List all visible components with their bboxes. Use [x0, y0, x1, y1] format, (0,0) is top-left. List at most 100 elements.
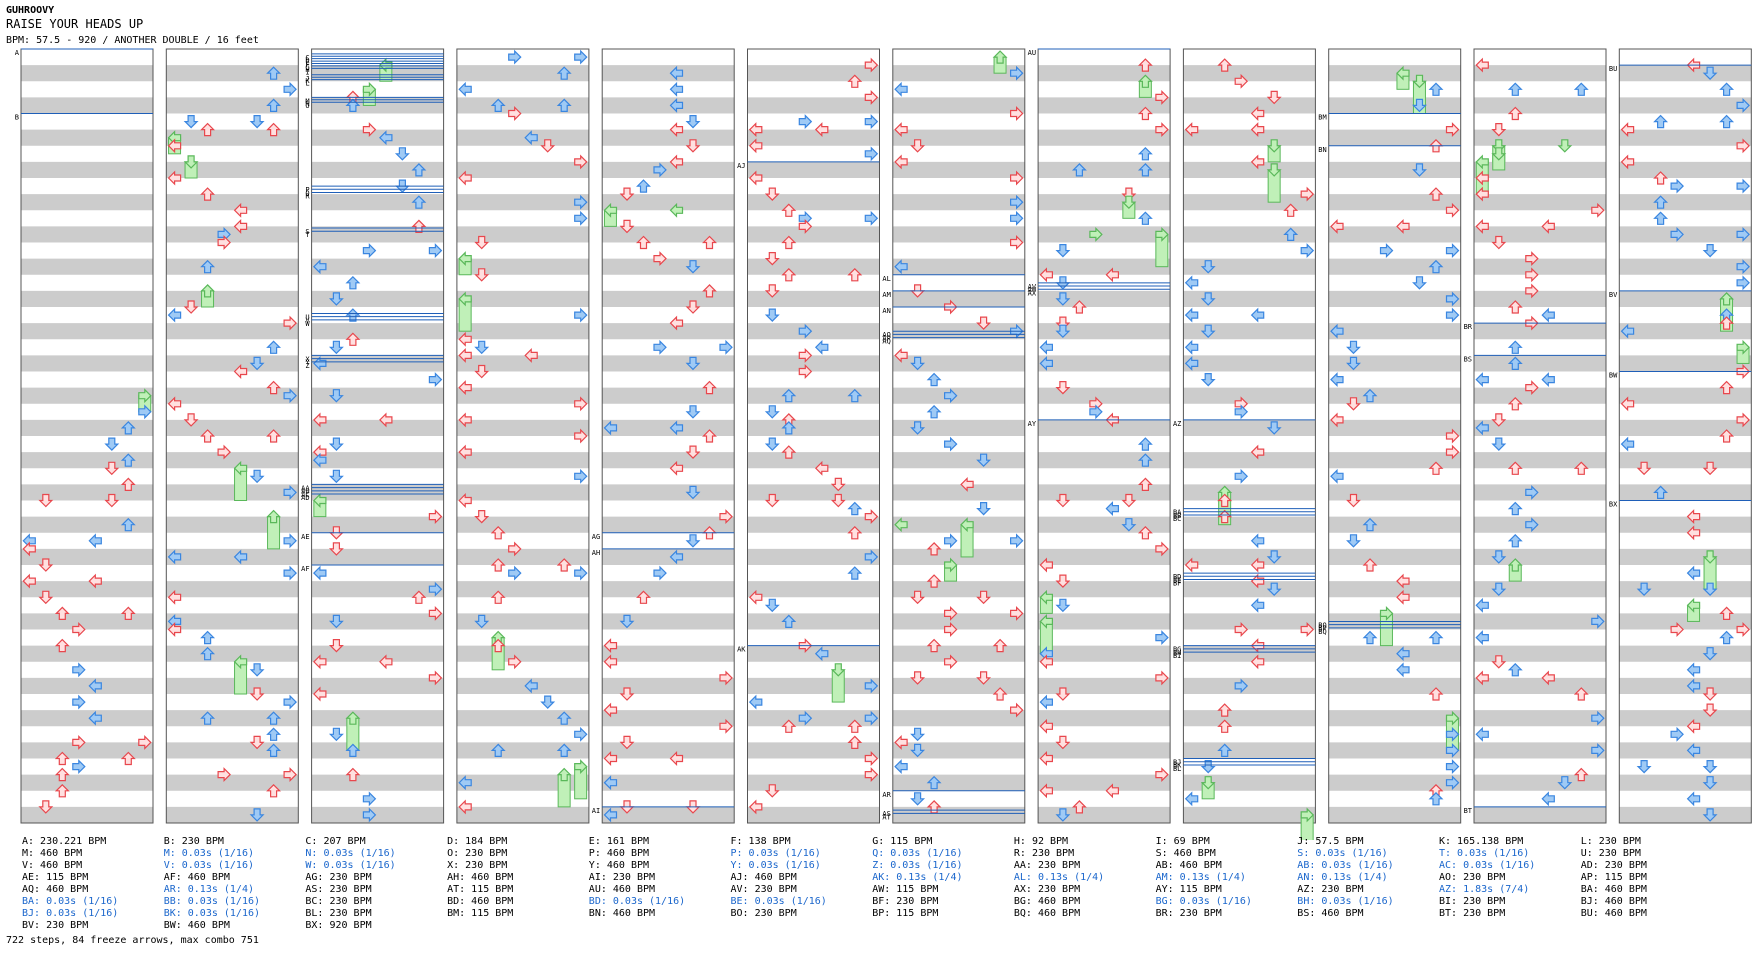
bpm-marker-label: S — [305, 228, 309, 236]
beat-stripe — [166, 452, 299, 469]
bpm-marker-label: D — [305, 56, 309, 64]
up-arrow-icon — [1573, 767, 1589, 782]
beat-stripe — [602, 161, 735, 178]
right-arrow-icon — [362, 807, 377, 823]
beat-stripe — [747, 258, 880, 275]
column-border — [747, 48, 880, 824]
beat-stripe — [1183, 806, 1316, 823]
beat-stripe — [1474, 226, 1606, 243]
beat-stripe — [602, 258, 735, 275]
beat-stripe — [456, 613, 589, 630]
legend-entry: AP: 115 BPM — [1580, 872, 1647, 883]
beat-stripe — [747, 452, 880, 469]
up-arrow-icon — [1428, 687, 1444, 701]
left-arrow-icon — [1541, 218, 1555, 234]
beat-stripe — [166, 806, 299, 823]
beat-stripe — [456, 129, 589, 146]
beat-stripe — [311, 290, 444, 307]
up-arrow-icon — [200, 187, 216, 201]
beat-stripe — [1474, 516, 1606, 533]
left-arrow-icon — [313, 412, 327, 428]
up-arrow-icon — [411, 590, 427, 604]
left-arrow-icon — [22, 573, 36, 589]
down-arrow-icon — [1121, 518, 1137, 532]
left-arrow-icon — [167, 307, 182, 323]
left-arrow-icon — [458, 412, 472, 428]
bpm-marker-label: AR — [882, 791, 891, 799]
right-arrow-icon — [1155, 630, 1169, 646]
right-arrow-icon — [719, 670, 733, 686]
left-arrow-icon — [1475, 630, 1489, 646]
beat-stripe — [892, 129, 1025, 146]
down-arrow-icon — [1412, 98, 1427, 113]
beat-stripe — [166, 161, 299, 178]
legend-entry: S: 460 BPM — [1155, 848, 1216, 859]
up-arrow-icon — [1428, 791, 1444, 806]
right-arrow-icon — [1009, 170, 1024, 186]
right-arrow-icon — [508, 106, 522, 121]
right-arrow-icon — [1379, 605, 1394, 621]
left-arrow-icon — [1039, 267, 1054, 283]
left-arrow-icon — [1250, 557, 1265, 573]
up-arrow-icon — [926, 404, 942, 419]
beat-stripe — [21, 774, 153, 791]
up-arrow-icon — [345, 332, 361, 346]
right-arrow-icon — [428, 509, 443, 525]
beat-stripe — [21, 129, 153, 146]
legend-entry: A: 230.221 BPM — [22, 836, 107, 847]
right-arrow-icon — [1300, 807, 1315, 823]
legend-entry: L: 230 BPM — [1580, 836, 1641, 847]
beat-stripe — [311, 258, 444, 275]
beat-stripe — [1328, 97, 1461, 114]
left-arrow-icon — [233, 654, 248, 670]
beat-stripe — [747, 355, 880, 372]
down-arrow-icon — [1702, 776, 1718, 790]
column-border — [1473, 48, 1607, 824]
down-arrow-icon — [1702, 687, 1718, 701]
beat-stripe — [602, 226, 735, 243]
bpm-marker-label: AY — [1028, 420, 1037, 428]
bpm-marker-label: C — [305, 54, 309, 62]
beat-stripe — [1619, 710, 1752, 727]
up-arrow-icon — [120, 517, 136, 532]
beat-stripe — [1328, 258, 1461, 275]
beat-stripe — [311, 710, 444, 727]
beat-stripe — [166, 548, 299, 565]
legend-entry: V: 460 BPM — [22, 860, 83, 871]
left-arrow-icon — [1039, 355, 1054, 371]
beat-stripe — [166, 419, 299, 436]
left-arrow-icon — [669, 549, 684, 565]
beat-stripe — [1183, 323, 1316, 340]
right-arrow-icon — [1009, 605, 1024, 621]
down-arrow-icon — [619, 687, 635, 701]
up-arrow-icon — [1719, 380, 1735, 395]
left-arrow-icon — [748, 122, 763, 138]
bpm-marker-label: AZ — [1173, 420, 1181, 428]
beat-stripe — [166, 677, 299, 694]
down-arrow-icon — [1491, 655, 1507, 669]
up-arrow-icon — [702, 235, 717, 250]
up-arrow-icon — [345, 743, 361, 758]
beat-stripe — [892, 452, 1025, 469]
down-arrow-icon — [1121, 493, 1137, 508]
beat-stripe — [747, 677, 880, 694]
beat-stripe — [456, 323, 589, 340]
beat-stripe — [1328, 645, 1461, 662]
right-arrow-icon — [217, 444, 231, 460]
beat-stripe — [892, 806, 1025, 823]
legend-entry: AW: 115 BPM — [872, 884, 939, 895]
up-arrow-icon — [266, 380, 282, 395]
left-arrow-icon — [1039, 339, 1054, 355]
beat-stripe — [1474, 484, 1606, 501]
beat-stripe — [166, 774, 299, 791]
right-arrow-icon — [1445, 291, 1460, 307]
down-arrow-icon — [1346, 397, 1361, 411]
down-arrow-icon — [328, 638, 344, 653]
left-arrow-icon — [167, 549, 182, 565]
legend-entry: AG: 230 BPM — [305, 872, 372, 883]
beat-stripe — [1328, 355, 1461, 372]
up-arrow-icon — [345, 711, 361, 725]
legend-entry: D: 184 BPM — [447, 836, 508, 847]
beat-stripe — [456, 65, 589, 82]
up-arrow-icon — [847, 501, 863, 516]
